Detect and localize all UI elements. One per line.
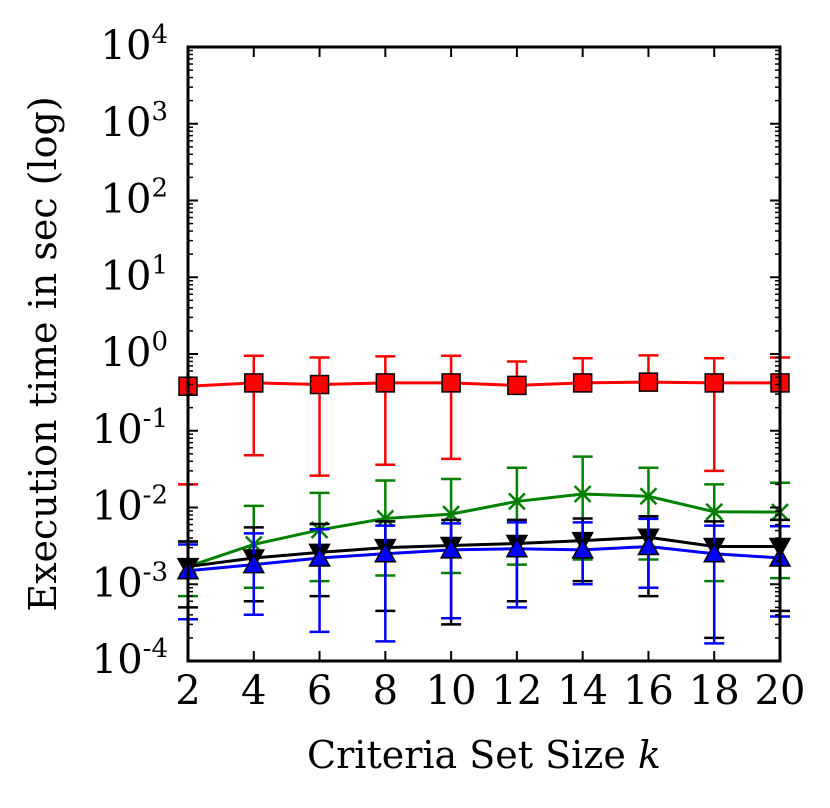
data-point xyxy=(308,546,331,567)
data-point xyxy=(441,373,461,393)
x-tick-label: 4 xyxy=(241,668,266,714)
data-point xyxy=(507,375,527,396)
data-point xyxy=(637,534,660,556)
series-line xyxy=(187,545,781,573)
data-point xyxy=(704,373,724,393)
data-point xyxy=(505,537,529,558)
series-line xyxy=(187,492,781,568)
data-point xyxy=(242,553,266,574)
x-tick-label: 2 xyxy=(175,668,200,714)
y-tick-label: 104 xyxy=(101,20,168,69)
x-tick-label: 10 xyxy=(426,668,477,714)
data-point xyxy=(638,372,659,392)
data-point xyxy=(571,538,594,559)
y-tick-label: 10-4 xyxy=(92,634,168,683)
y-tick-label: 10-3 xyxy=(92,557,168,606)
data-point xyxy=(374,542,397,563)
data-point xyxy=(244,373,264,393)
y-axis-title: Execution time in sec (log) xyxy=(21,96,65,611)
y-tick-label: 101 xyxy=(101,250,168,299)
plot-frame xyxy=(186,45,782,663)
series-down-triangle xyxy=(176,514,792,640)
y-tick-label: 103 xyxy=(101,97,168,146)
data-point xyxy=(508,492,526,511)
x-tick-label: 18 xyxy=(689,668,740,714)
x-axis-title: Criteria Set Size k xyxy=(307,733,661,777)
data-point xyxy=(702,542,726,563)
series-line xyxy=(187,535,780,569)
x-axis-title-text: Criteria Set Size xyxy=(307,733,626,777)
x-tick-label: 20 xyxy=(755,668,806,714)
y-tick-label: 10-1 xyxy=(92,404,168,453)
y-tick-label: 102 xyxy=(101,174,168,223)
series-layer xyxy=(176,354,792,645)
series-square xyxy=(178,354,790,486)
x-tick-label: 8 xyxy=(373,668,398,714)
series-up-triangle xyxy=(176,517,792,645)
series-line xyxy=(187,380,780,388)
data-point xyxy=(376,509,395,528)
x-tick-label: 16 xyxy=(623,668,674,714)
x-tick-label: 14 xyxy=(557,668,608,714)
x-tick-label: 12 xyxy=(491,668,542,714)
y-tick-label: 10-2 xyxy=(92,481,168,530)
data-point xyxy=(639,487,658,506)
ticks-layer xyxy=(187,46,781,662)
data-point xyxy=(573,485,592,503)
data-point xyxy=(705,502,724,521)
labels-layer: 2 4 6 8 10 12 14 16 18 20 10-4 10-3 10-2 10-1 100 101 10… xyxy=(92,20,806,714)
data-point xyxy=(309,374,330,395)
data-point xyxy=(439,538,463,559)
data-point xyxy=(375,373,396,393)
x-tick-label: 6 xyxy=(307,668,332,714)
y-tick-label: 100 xyxy=(101,327,168,376)
x-axis-variable: k xyxy=(638,733,661,777)
data-point xyxy=(572,373,593,393)
series-cross xyxy=(178,455,790,598)
